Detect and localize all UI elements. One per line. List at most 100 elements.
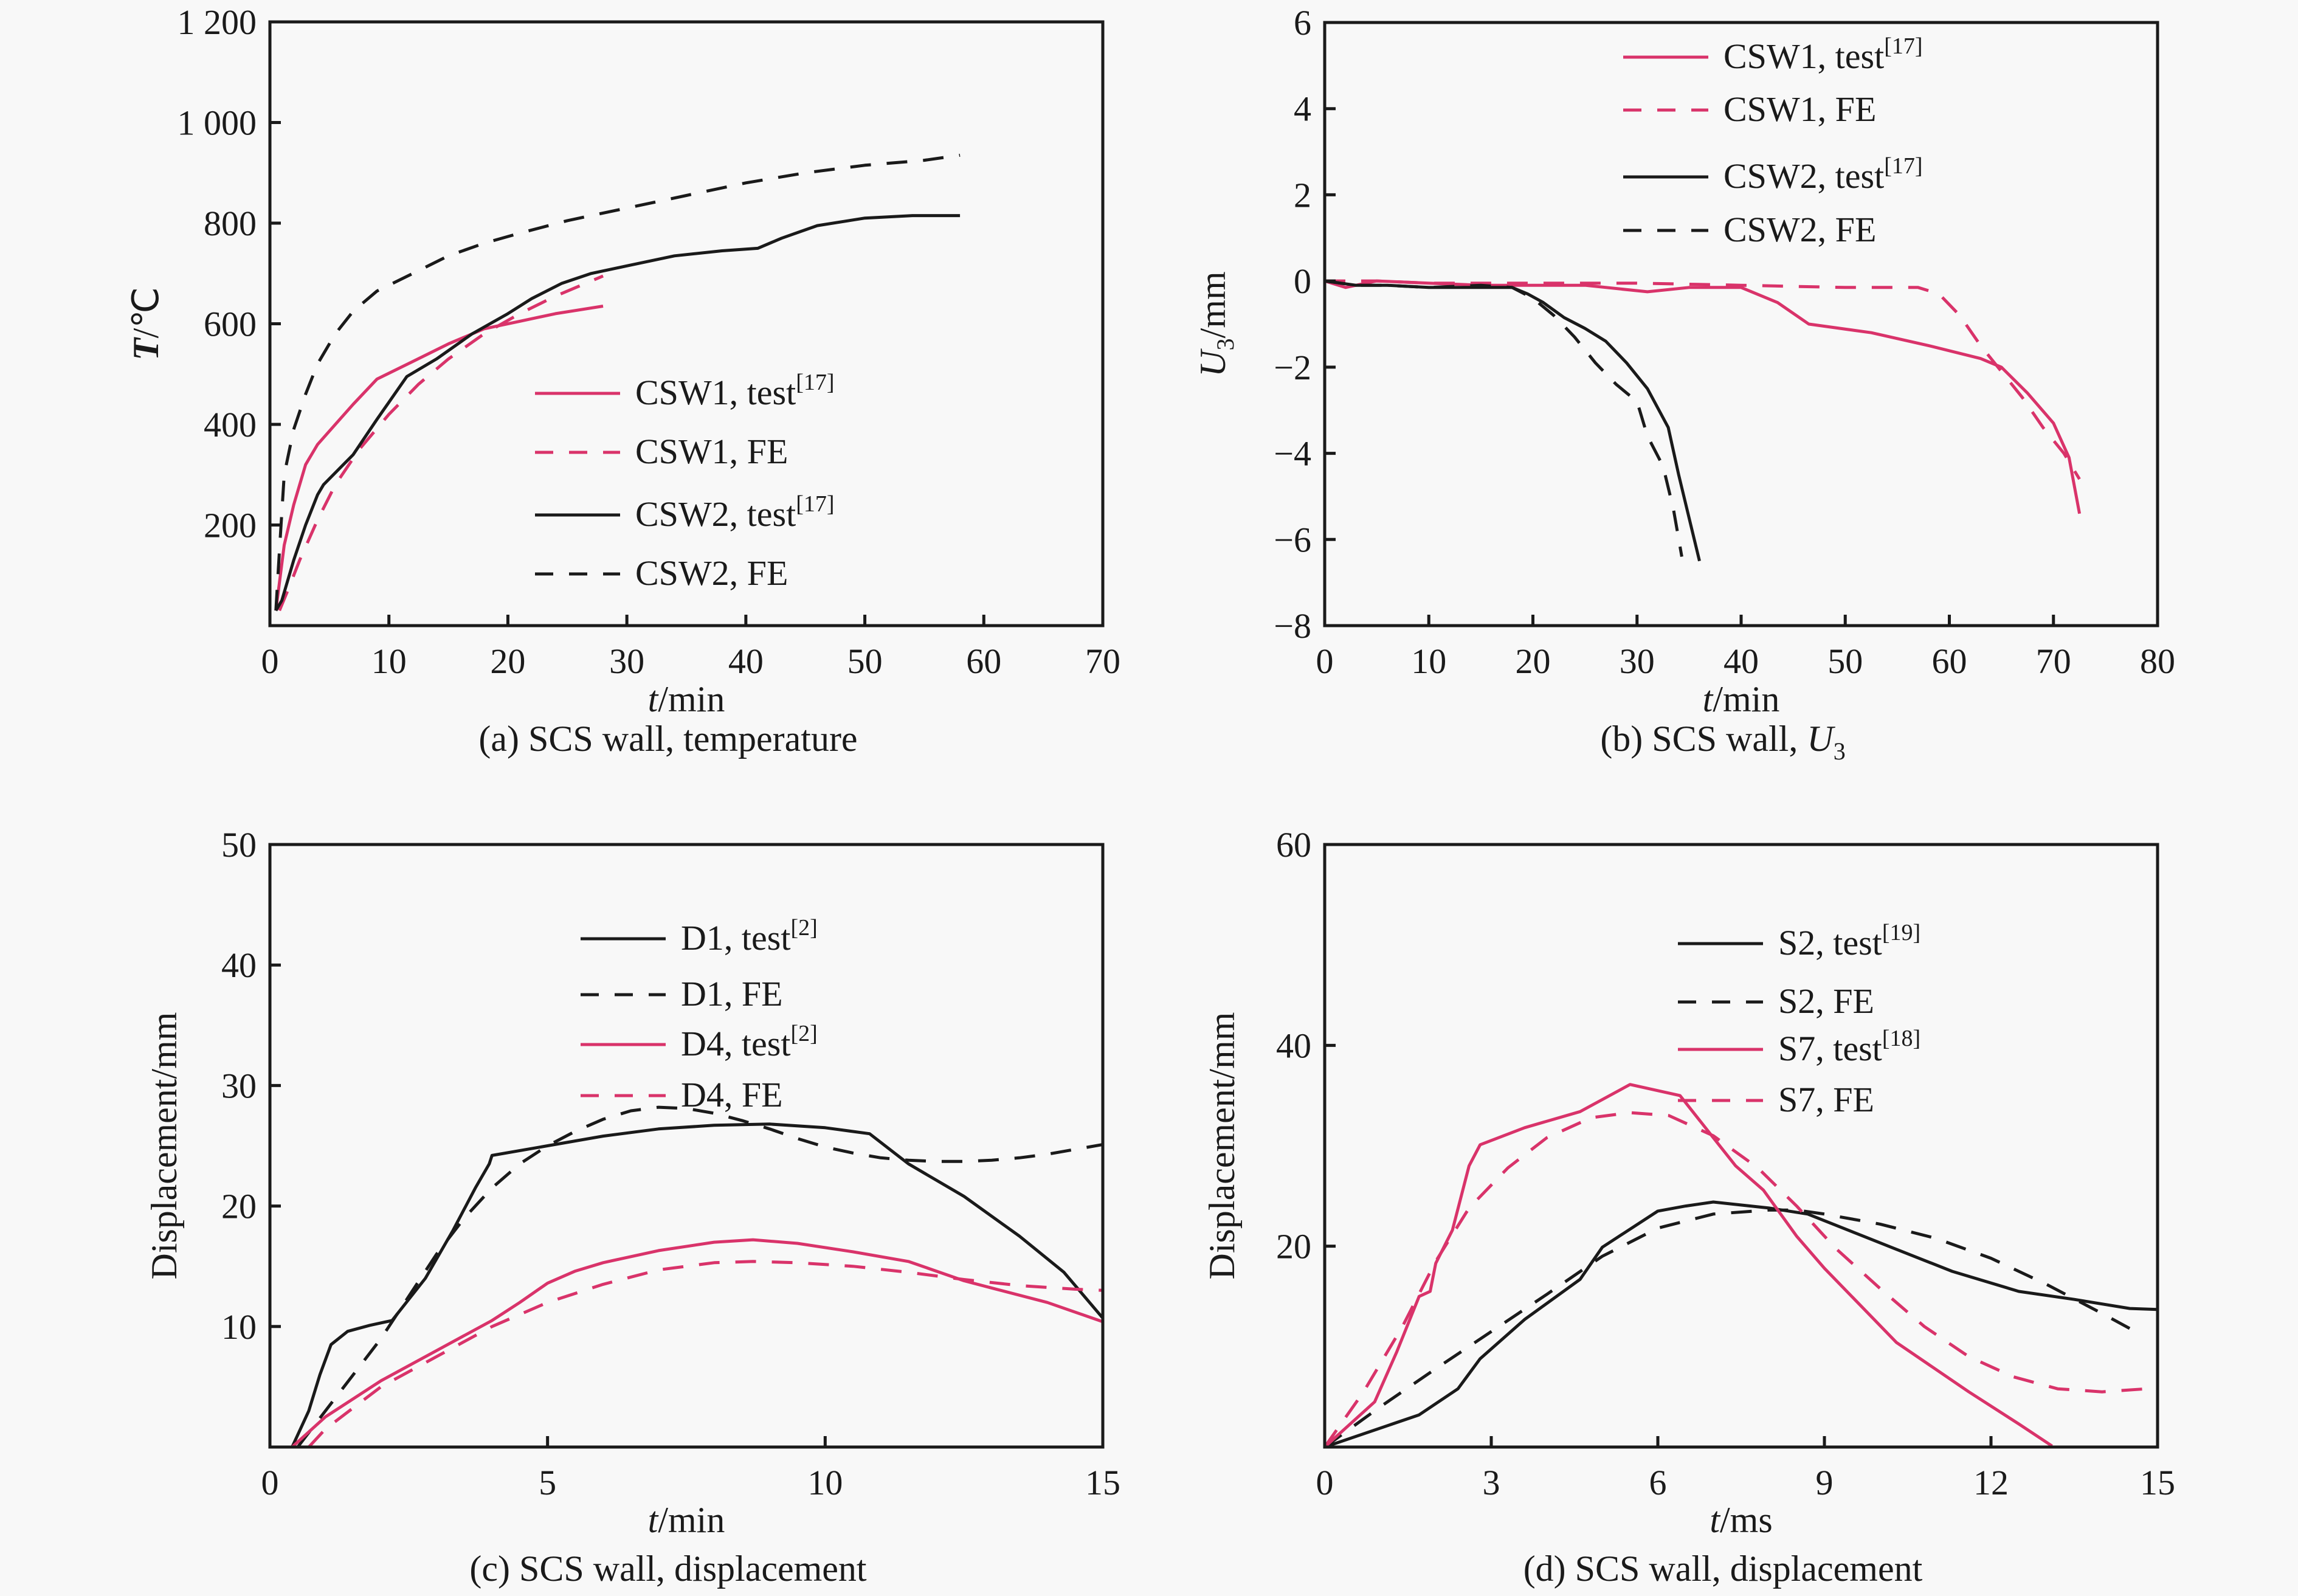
series-csw1-fe-line [1325,279,2081,480]
series-csw1-test-line [274,305,604,611]
legend-label: CSW1, FE [1723,89,1876,129]
x-axis-label: t/min [648,679,725,719]
x-tick-label: 60 [966,641,1001,681]
legend-label: D1, FE [681,974,783,1014]
panel-c: 0 5 10 15 10 20 30 40 50 t/min Displacement/mm (c) … [144,825,1120,1589]
plot-frame [268,843,1105,1449]
x-tick-label: 10 [371,641,407,681]
y-tick-label: 40 [1276,1026,1311,1065]
x-tick-label: 20 [1516,641,1551,681]
series-csw2-fe-line [274,153,961,611]
y-tick-label: 40 [221,945,257,985]
y-tick-label: 800 [204,204,257,243]
series-s7-test-line [1325,1083,2053,1447]
legend-item: CSW2, FE [535,553,788,593]
x-tick-label: 30 [609,641,644,681]
series-csw2-test-line [274,214,961,612]
x-tick-label: 0 [261,641,279,681]
x-tick-label: 12 [1973,1463,2009,1502]
legend-item: D4, test[2] [581,1021,818,1063]
panel-caption: (c) SCS wall, displacement [469,1549,867,1589]
x-tick-label: 40 [1723,641,1759,681]
legend-item: CSW2, test[17] [535,491,835,534]
series-s7-fe-line [1325,1111,2147,1447]
legend-label: CSW1, test[17] [635,370,835,412]
legend-label: D4, test[2] [681,1021,818,1063]
series-csw2-fe-line [1325,279,1683,558]
x-tick-label: 5 [539,1463,556,1502]
legend: CSW1, test[17] CSW1, FE CSW2, test[17] CSW2… [535,370,835,593]
legend-item: CSW2, FE [1623,210,1876,249]
x-tick-label: 6 [1649,1463,1667,1502]
legend-item: CSW1, FE [535,432,788,471]
y-tick-label: −2 [1274,348,1311,387]
x-tick-label: 20 [490,641,525,681]
x-tick-label: 30 [1620,641,1655,681]
x-axis-label: t/min [1703,679,1780,719]
x-tick-label: 70 [1085,641,1120,681]
y-axis-label: T/℃ [126,287,166,361]
series-d1-fe-line [296,1105,1103,1447]
y-tick-label: 20 [221,1187,257,1226]
series-s2-fe-line [1325,1208,2142,1447]
legend-label: S7, test[18] [1778,1026,1920,1068]
legend: D1, test[2] D1, FE D4, test[2] D4, FE [581,915,818,1114]
plot-frame [1323,843,2159,1449]
y-tick-label: 50 [221,825,257,865]
legend-label: CSW2, test[17] [1723,153,1923,196]
series-d4-fe-line [308,1260,1103,1447]
panel-caption: (d) SCS wall, displacement [1523,1549,1923,1589]
legend-label: CSW1, test[17] [1723,33,1923,76]
x-tick-label: 3 [1483,1463,1500,1502]
legend-item: S7, test[18] [1678,1026,1920,1068]
y-tick-label: −6 [1274,520,1311,559]
y-tick-label: 4 [1294,89,1311,129]
series-csw1-fe-line [278,274,604,612]
y-tick-label: 200 [204,506,257,545]
y-axis-label: U3/mm [1193,271,1239,376]
series-s2-test-line [1325,1200,2158,1447]
x-tick-label: 0 [1316,641,1334,681]
x-tick-label: 70 [2036,641,2071,681]
panel-a: 0 10 20 30 40 50 60 70 200 400 600 800 1 000 1 200 t/m… [126,2,1120,759]
legend-item: CSW1, test[17] [535,370,835,412]
y-tick-label: −8 [1274,606,1311,646]
y-tick-label: 30 [221,1066,257,1105]
legend-item: S2, test[19] [1678,920,1920,962]
y-axis-label: Displacement/mm [1202,1012,1242,1280]
series-d1-test-line [291,1122,1103,1447]
x-tick-label: 10 [807,1463,843,1502]
y-tick-label: −4 [1274,434,1311,474]
legend-label: CSW2, test[17] [635,491,835,534]
x-tick-label: 50 [847,641,883,681]
x-tick-label: 60 [1932,641,1967,681]
legend: CSW1, test[17] CSW1, FE CSW2, test[17] CSW2… [1623,33,1923,249]
panel-caption: (a) SCS wall, temperature [478,719,857,759]
x-tick-label: 9 [1816,1463,1834,1502]
panel-caption: (b) SCS wall, U3 [1600,719,1845,765]
legend-label: S7, FE [1778,1080,1874,1119]
y-tick-label: 400 [204,405,257,444]
legend-label: CSW2, FE [635,553,788,593]
legend-item: D1, FE [581,974,783,1014]
legend-label: CSW2, FE [1723,210,1876,249]
legend-item: CSW2, test[17] [1623,153,1923,196]
x-axis-label: t/ms [1710,1500,1772,1540]
x-tick-label: 15 [1085,1463,1120,1502]
panel-b: 0 10 20 30 40 50 60 70 80 −8 −6 −4 −2 0 2 4 6 t/min U3/mm (… [1193,3,2175,765]
y-tick-label: 20 [1276,1227,1311,1266]
legend-label: S2, test[19] [1778,920,1920,962]
x-tick-label: 40 [728,641,764,681]
x-tick-label: 10 [1411,641,1446,681]
legend-item: D1, test[2] [581,915,818,958]
legend-item: CSW1, test[17] [1623,33,1923,76]
x-tick-label: 15 [2140,1463,2175,1502]
x-tick-label: 50 [1827,641,1863,681]
y-tick-label: 60 [1276,825,1311,865]
y-tick-label: 10 [221,1307,257,1347]
y-tick-label: 1 200 [178,2,257,42]
y-tick-label: 2 [1294,175,1311,215]
legend-label: S2, FE [1778,981,1874,1021]
y-tick-label: 0 [1294,261,1311,301]
